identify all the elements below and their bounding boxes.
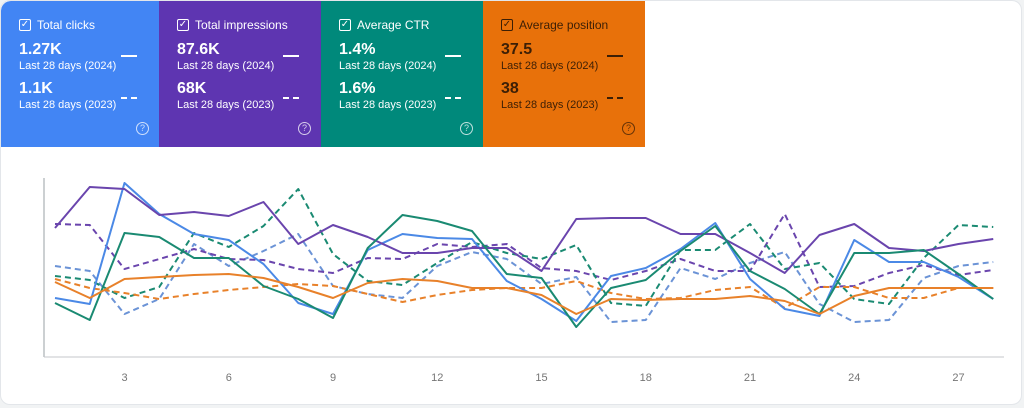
x-tick-label: 15 <box>535 372 547 384</box>
metric-card-clicks[interactable]: ✓ Total clicks 1.27K Last 28 days (2024) … <box>1 1 159 147</box>
metric-period-2024: Last 28 days (2024) <box>19 60 117 72</box>
dashed-line-legend-icon <box>607 97 623 99</box>
dashed-line-legend-icon <box>283 97 299 99</box>
metric-value-2024: 1.27K <box>19 41 62 58</box>
metric-period-2023: Last 28 days (2023) <box>177 99 275 111</box>
checkbox-icon[interactable]: ✓ <box>177 19 189 31</box>
solid-line-legend-icon <box>121 55 137 57</box>
metric-value-2023: 38 <box>501 80 519 97</box>
help-icon[interactable]: ? <box>460 122 473 135</box>
dashed-line-legend-icon <box>445 97 461 99</box>
series-line-total-clicks-2024[interactable] <box>54 182 994 322</box>
metric-toggle-position[interactable]: ✓ Average position <box>501 17 645 33</box>
metric-period-2023: Last 28 days (2023) <box>19 99 117 111</box>
solid-line-legend-icon <box>445 55 461 57</box>
metric-title: Average CTR <box>357 18 430 32</box>
solid-line-legend-icon <box>607 55 623 57</box>
solid-line-legend-icon <box>283 55 299 57</box>
series-line-total-impressions-2024[interactable] <box>54 186 994 274</box>
help-icon[interactable]: ? <box>298 122 311 135</box>
metric-value-2023: 68K <box>177 80 207 97</box>
checkbox-icon[interactable]: ✓ <box>339 19 351 31</box>
series-line-total-clicks-2023[interactable] <box>54 233 994 323</box>
metric-value-2023: 1.1K <box>19 80 53 97</box>
checkbox-icon[interactable]: ✓ <box>19 19 31 31</box>
x-tick-label: 21 <box>744 372 756 384</box>
x-tick-label: 3 <box>121 372 127 384</box>
metric-period-2023: Last 28 days (2023) <box>501 99 599 111</box>
metric-card-position[interactable]: ✓ Average position 37.5 Last 28 days (202… <box>483 1 645 147</box>
metric-period-2024: Last 28 days (2024) <box>339 60 437 72</box>
dashed-line-legend-icon <box>121 97 137 99</box>
metric-period-2024: Last 28 days (2024) <box>501 60 599 72</box>
checkbox-icon[interactable]: ✓ <box>501 19 513 31</box>
metric-period-2023: Last 28 days (2023) <box>339 99 437 111</box>
series-line-average-ctr-2024[interactable] <box>54 214 994 328</box>
x-tick-label: 9 <box>330 372 336 384</box>
metric-toggle-clicks[interactable]: ✓ Total clicks <box>19 17 159 33</box>
metric-value-2024: 37.5 <box>501 41 533 58</box>
metric-card-ctr[interactable]: ✓ Average CTR 1.4% Last 28 days (2024) 1.… <box>321 1 483 147</box>
x-tick-label: 6 <box>226 372 232 384</box>
x-tick-label: 27 <box>952 372 964 384</box>
x-tick-label: 12 <box>431 372 443 384</box>
help-icon[interactable]: ? <box>622 122 635 135</box>
metric-title: Average position <box>519 18 609 32</box>
help-icon[interactable]: ? <box>136 122 149 135</box>
metric-cards: ✓ Total clicks 1.27K Last 28 days (2024) … <box>1 1 645 147</box>
metric-toggle-ctr[interactable]: ✓ Average CTR <box>339 17 483 33</box>
metric-title: Total clicks <box>37 18 96 32</box>
series-line-average-position-2024[interactable] <box>54 273 994 315</box>
metric-period-2024: Last 28 days (2024) <box>177 60 275 72</box>
metric-title: Total impressions <box>195 18 288 32</box>
series-line-average-ctr-2023[interactable] <box>54 188 994 307</box>
metric-value-2024: 87.6K <box>177 41 220 58</box>
x-tick-label: 18 <box>640 372 652 384</box>
series-line-total-impressions-2023[interactable] <box>54 213 994 288</box>
metric-toggle-impressions[interactable]: ✓ Total impressions <box>177 17 321 33</box>
x-tick-label: 24 <box>848 372 860 384</box>
metric-card-impressions[interactable]: ✓ Total impressions 87.6K Last 28 days (2… <box>159 1 321 147</box>
series-line-average-position-2023[interactable] <box>54 278 994 309</box>
metric-value-2023: 1.6% <box>339 80 376 97</box>
metric-value-2024: 1.4% <box>339 41 376 58</box>
